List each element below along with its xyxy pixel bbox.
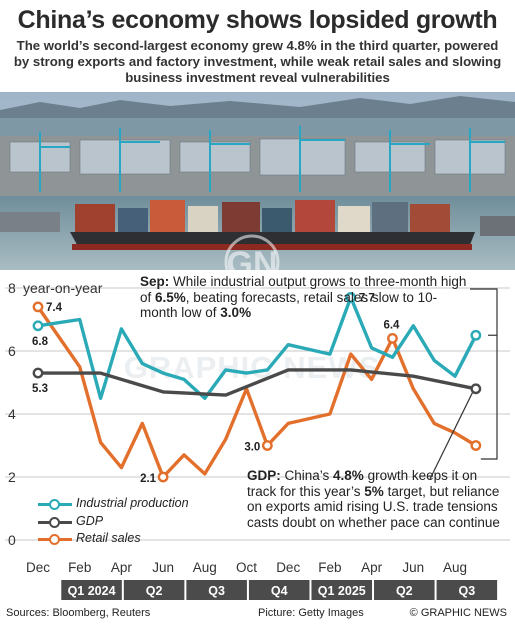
- x-tick-label: Jun: [402, 560, 424, 575]
- y-tick-label: 4: [8, 406, 16, 422]
- data-label: 2.1: [140, 473, 157, 485]
- quarter-label: Q4: [271, 584, 288, 598]
- sep-value-1: 6.5%: [155, 289, 186, 305]
- quarter-band: [61, 580, 122, 600]
- chart-svg: GN GRAPHIC NEWS 0 2 4 6 8 year-on-year 7.4 6.8…: [5, 234, 510, 600]
- quarter-band: [248, 580, 310, 600]
- point-gdp-sep25: [470, 383, 482, 395]
- x-axis: Dec Feb Apr Jun Aug Oct Dec Feb Apr Jun Aug Q1 2024…: [26, 560, 498, 600]
- watermark: GN GRAPHIC NEWS: [124, 234, 381, 385]
- sep-text-1: While industrial output grows to three-m…: [140, 274, 467, 305]
- gdp-text-2: growth keeps it on track for this year’s: [247, 468, 478, 499]
- x-tick-label: Dec: [276, 560, 300, 575]
- quarter-band: [374, 580, 435, 600]
- header: China’s economy shows lopsided growth Th…: [0, 0, 515, 92]
- sep-lead: Sep:: [140, 274, 170, 289]
- y-axis-label: year-on-year: [23, 280, 103, 296]
- legend-dot-retail: [49, 534, 60, 545]
- page-title: China’s economy shows lopsided growth: [17, 6, 498, 34]
- legend-dot-gdp: [49, 517, 60, 528]
- point-retail-nov24: [261, 440, 273, 451]
- x-tick-label: Aug: [193, 560, 217, 575]
- svg-text:GN: GN: [227, 245, 278, 283]
- footer-sources: Sources: Bloomberg, Reuters: [6, 607, 151, 619]
- quarter-band: [436, 580, 498, 600]
- sep-bracket-line: [470, 288, 498, 460]
- data-label: 3.0: [244, 442, 260, 454]
- x-tick-label: Jun: [152, 560, 174, 575]
- x-tick-label: Dec: [26, 560, 50, 575]
- data-label: 6.8: [32, 336, 49, 348]
- port-photo: [0, 92, 515, 270]
- y-axis: 0 2 4 6 8 year-on-year: [8, 280, 103, 548]
- data-label: 6.4: [383, 319, 400, 331]
- quarter-label: Q3: [459, 584, 476, 598]
- footer: Sources: Bloomberg, Reuters Picture: Get…: [0, 604, 515, 625]
- quarter-band: [123, 580, 185, 600]
- data-label: 7.4: [46, 302, 63, 314]
- gdp-leader-line: [429, 391, 474, 480]
- x-tick-label: Oct: [236, 560, 257, 575]
- x-tick-label: Feb: [318, 560, 341, 575]
- point-industrial-dec23: [32, 320, 44, 332]
- sep-value-2: 3.0%: [220, 305, 252, 320]
- data-label: 5.3: [32, 383, 48, 395]
- annotation-lines: [429, 288, 498, 480]
- gdp-annotation: GDP: China’s 4.8% growth keeps it on tra…: [247, 468, 509, 530]
- quarter-label: Q2: [396, 584, 413, 598]
- x-tick-label: Feb: [68, 560, 91, 575]
- x-tick-label: Apr: [361, 560, 383, 575]
- quarter-band: [186, 580, 247, 600]
- point-retail-sep25: [470, 440, 482, 451]
- y-tick-label: 6: [8, 343, 16, 359]
- quarter-label: Q1 2025: [318, 584, 366, 598]
- sep-text-2: , beating forecasts, retail sales slow t…: [140, 289, 438, 321]
- point-industrial-mar25: [345, 292, 357, 303]
- y-tick-label: 8: [8, 280, 16, 296]
- svg-text:GRAPHIC NEWS: GRAPHIC NEWS: [124, 350, 381, 385]
- page-subtitle: The world’s second-largest economy grew …: [13, 38, 502, 85]
- gdp-text-3: target, but reliance on exports amid ris…: [247, 483, 500, 530]
- point-gdp-dec23: [32, 367, 44, 379]
- y-tick-label: 0: [8, 532, 16, 548]
- y-tick-label: 2: [8, 469, 16, 485]
- gdp-text-1: China’s: [280, 468, 334, 483]
- sep-annotation: Sep: While industrial output grows to th…: [140, 274, 470, 321]
- footer-picture: Picture: Getty Images: [258, 607, 364, 619]
- series-line-retail: [36, 305, 478, 479]
- gdp-lead: GDP:: [247, 468, 281, 483]
- point-retail-jun24: [157, 471, 169, 483]
- data-label: 7.7: [359, 292, 375, 304]
- footer-copyright: © GRAPHIC NEWS: [409, 607, 507, 619]
- series-line-industrial: [36, 295, 478, 400]
- x-tick-label: Aug: [443, 560, 467, 575]
- data-labels: 7.4 6.8 5.3 2.1 3.0 7.7 6.4: [32, 292, 482, 485]
- quarter-band: [311, 580, 373, 600]
- x-tick-label: Apr: [111, 560, 133, 575]
- quarter-label: Q1 2024: [68, 584, 116, 598]
- point-retail-may25: [387, 332, 398, 344]
- quarter-label: Q3: [208, 584, 225, 598]
- series-line-gdp: [36, 368, 478, 397]
- legend-dot-industrial: [49, 499, 60, 510]
- gdp-value-2: 5%: [364, 483, 384, 499]
- quarter-label: Q2: [146, 584, 163, 598]
- legend-label-gdp: GDP: [76, 514, 104, 528]
- gdp-value-1: 4.8%: [333, 468, 364, 483]
- point-industrial-sep25: [470, 329, 482, 341]
- point-retail-dec23: [32, 301, 44, 313]
- series-layer: [36, 295, 478, 479]
- legend-label-retail: Retail sales: [76, 531, 141, 545]
- legend-label-industrial: Industrial production: [76, 496, 189, 510]
